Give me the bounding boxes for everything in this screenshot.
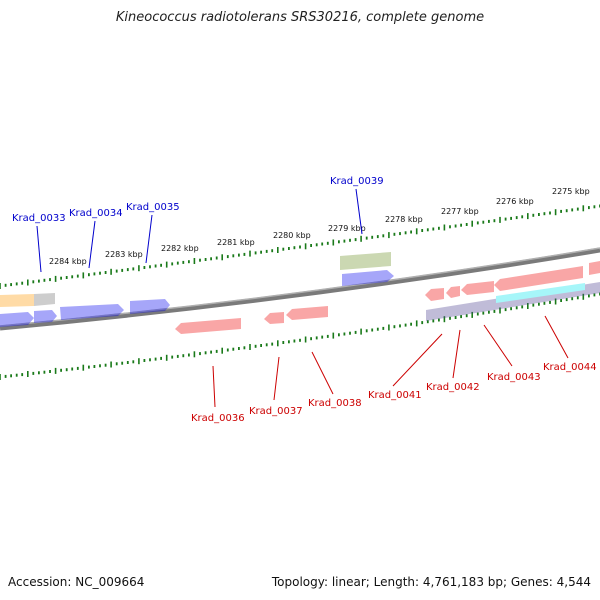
gene-arrow-red[interactable] xyxy=(589,259,600,273)
leader-line xyxy=(36,225,42,273)
leader-line xyxy=(392,333,443,387)
gene-arrow-grey[interactable] xyxy=(34,291,55,304)
leader-line xyxy=(311,351,334,395)
gene-arrow-blue[interactable] xyxy=(60,302,124,318)
gene-label[interactable]: Krad_0036 xyxy=(191,413,245,424)
leader-line xyxy=(273,356,280,401)
gene-label[interactable]: Krad_0039 xyxy=(330,176,384,187)
leader-line xyxy=(483,324,513,367)
kbp-label: 2280 kbp xyxy=(273,231,311,240)
gene-label[interactable]: Krad_0044 xyxy=(543,362,597,373)
gene-arrow-blue[interactable] xyxy=(342,268,394,284)
gene-label[interactable]: Krad_0041 xyxy=(368,390,422,401)
gene-arrow-blue[interactable] xyxy=(34,308,57,321)
gene-arrow-red[interactable] xyxy=(175,316,241,332)
leader-line xyxy=(88,220,96,269)
gene-arrow-green[interactable] xyxy=(340,250,391,268)
kbp-label: 2276 kbp xyxy=(496,197,534,206)
kbp-label: 2282 kbp xyxy=(161,244,199,253)
leader-line xyxy=(145,214,153,264)
gene-label[interactable]: Krad_0035 xyxy=(126,202,180,213)
leader-line xyxy=(452,329,461,379)
leader-line xyxy=(544,315,569,359)
kbp-label: 2279 kbp xyxy=(328,224,366,233)
gene-label[interactable]: Krad_0043 xyxy=(487,372,541,383)
kbp-label: 2284 kbp xyxy=(49,257,87,266)
upper-ruler xyxy=(0,204,600,289)
gene-label[interactable]: Krad_0034 xyxy=(69,208,123,219)
gene-arrow-red[interactable] xyxy=(494,264,583,289)
gene-label[interactable]: Krad_0033 xyxy=(12,213,66,224)
gene-label[interactable]: Krad_0042 xyxy=(426,382,480,393)
gene-arrow-red[interactable] xyxy=(461,279,494,293)
gene-arrow-red[interactable] xyxy=(425,286,444,299)
gene-arrow-red[interactable] xyxy=(446,284,460,296)
leader-line xyxy=(355,188,363,235)
gene-arrow-cyan[interactable] xyxy=(496,281,585,301)
kbp-label: 2277 kbp xyxy=(441,207,479,216)
gene-arrow-orange[interactable] xyxy=(0,292,34,305)
gene-label[interactable]: Krad_0037 xyxy=(249,406,303,417)
kbp-label: 2275 kbp xyxy=(552,187,590,196)
accession-text: Accession: NC_009664 xyxy=(8,575,145,589)
lower-ruler xyxy=(0,292,600,380)
leader-line xyxy=(212,365,216,408)
gene-arrow-blue[interactable] xyxy=(130,297,170,312)
kbp-label: 2281 kbp xyxy=(217,238,255,247)
kbp-label: 2278 kbp xyxy=(385,215,423,224)
map-title: Kineococcus radiotolerans SRS30216, comp… xyxy=(115,10,485,25)
genome-backbone xyxy=(0,247,600,331)
gene-arrow-red[interactable] xyxy=(264,310,284,322)
kbp-label: 2283 kbp xyxy=(105,250,143,259)
gene-label[interactable]: Krad_0038 xyxy=(308,398,362,409)
gene-arrow-blue[interactable] xyxy=(0,310,34,325)
gene-arrow-red[interactable] xyxy=(286,304,328,318)
genome-summary-text: Topology: linear; Length: 4,761,183 bp; … xyxy=(271,575,591,589)
